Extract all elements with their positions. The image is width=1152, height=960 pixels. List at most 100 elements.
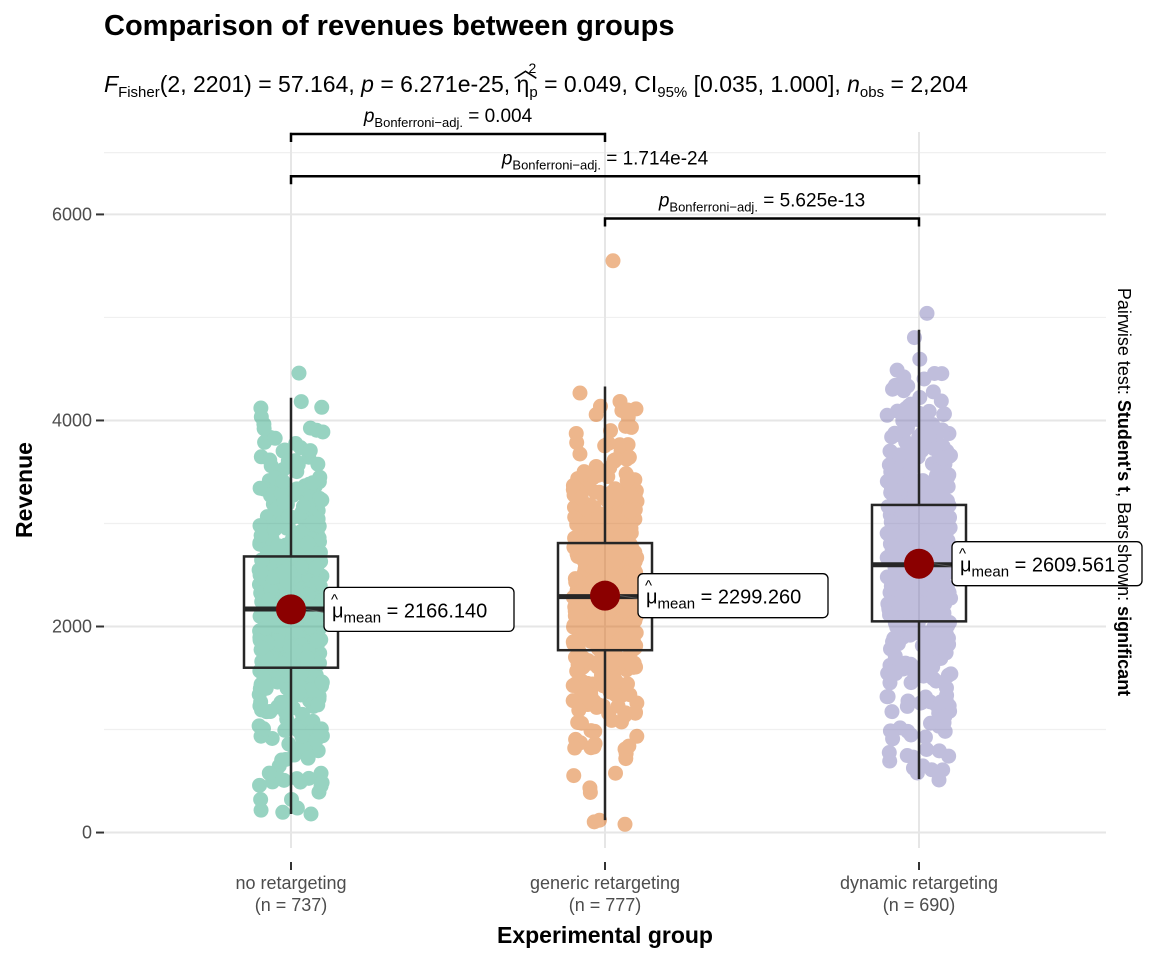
scatter-point bbox=[620, 409, 636, 425]
scatter-point bbox=[298, 495, 314, 511]
scatter-point bbox=[887, 615, 903, 631]
scatter-point bbox=[593, 610, 609, 626]
scatter-point bbox=[310, 565, 326, 581]
scatter-point bbox=[615, 516, 631, 532]
scatter-point bbox=[569, 632, 585, 648]
scatter-point bbox=[308, 536, 324, 552]
scatter-point bbox=[310, 650, 326, 666]
scatter-point bbox=[282, 679, 298, 695]
scatter-point bbox=[569, 605, 585, 621]
scatter-point bbox=[269, 501, 285, 517]
side-caption-part3: , Bars shown: bbox=[1114, 492, 1134, 606]
scatter-point bbox=[253, 676, 269, 692]
scatter-point bbox=[277, 722, 293, 738]
scatter-point bbox=[897, 458, 913, 474]
scatter-point bbox=[295, 530, 311, 546]
scatter-point bbox=[575, 528, 591, 544]
scatter-point bbox=[579, 501, 595, 517]
scatter-point bbox=[290, 481, 306, 497]
scatter-point bbox=[311, 688, 327, 704]
scatter-point bbox=[897, 514, 913, 530]
scatter-point bbox=[931, 518, 947, 534]
scatter-point bbox=[271, 543, 287, 559]
scatter-point bbox=[919, 592, 935, 608]
scatter-point bbox=[295, 737, 311, 753]
scatter-point bbox=[313, 632, 329, 648]
scatter-point bbox=[572, 385, 588, 401]
scatter-point bbox=[942, 520, 958, 536]
mean-value: = 2166.140 bbox=[381, 600, 487, 622]
scatter-point bbox=[884, 534, 900, 550]
scatter-point bbox=[576, 564, 592, 580]
scatter-point bbox=[290, 722, 306, 738]
scatter-point bbox=[252, 681, 268, 697]
scatter-point bbox=[296, 625, 312, 641]
scatter-point bbox=[274, 697, 290, 713]
scatter-point bbox=[618, 601, 634, 617]
scatter-point bbox=[896, 595, 912, 611]
scatter-point bbox=[314, 728, 330, 744]
scatter-point bbox=[254, 588, 270, 604]
scatter-point bbox=[282, 563, 298, 579]
scatter-point bbox=[296, 487, 312, 503]
scatter-point bbox=[281, 736, 297, 752]
scatter-point bbox=[592, 541, 608, 557]
scatter-point bbox=[901, 505, 917, 521]
scatter-point bbox=[605, 614, 621, 630]
scatter-point bbox=[267, 522, 283, 538]
scatter-point bbox=[903, 462, 919, 478]
scatter-point bbox=[605, 514, 621, 530]
scatter-point bbox=[311, 530, 327, 546]
scatter-point bbox=[273, 486, 289, 502]
scatter-point bbox=[898, 603, 914, 619]
scatter-point bbox=[924, 577, 940, 593]
scatter-point bbox=[613, 507, 629, 523]
scatter-point bbox=[271, 699, 287, 715]
scatter-point bbox=[251, 718, 267, 734]
scatter-point bbox=[297, 586, 313, 602]
scatter-point bbox=[263, 535, 279, 551]
scatter-point bbox=[622, 624, 638, 640]
scatter-point bbox=[595, 698, 611, 714]
scatter-point bbox=[926, 645, 942, 661]
scatter-point bbox=[570, 482, 586, 498]
scatter-point bbox=[879, 525, 895, 541]
scatter-point bbox=[253, 449, 269, 465]
scatter-point bbox=[303, 639, 319, 655]
scatter-point bbox=[882, 753, 898, 769]
scatter-point bbox=[892, 539, 908, 555]
scatter-point bbox=[574, 470, 590, 486]
scatter-point bbox=[270, 559, 286, 575]
scatter-point bbox=[904, 615, 920, 631]
scatter-point bbox=[629, 728, 645, 744]
scatter-point bbox=[577, 522, 593, 538]
scatter-point bbox=[252, 567, 268, 583]
scatter-point bbox=[925, 636, 941, 652]
scatter-point bbox=[912, 512, 928, 528]
scatter-point bbox=[627, 486, 643, 502]
scatter-point bbox=[294, 738, 310, 754]
scatter-point bbox=[619, 473, 635, 489]
mean-point bbox=[276, 594, 306, 625]
scatter-point bbox=[277, 627, 293, 643]
scatter-point bbox=[610, 698, 626, 714]
scatter-point bbox=[622, 536, 638, 552]
scatter-point bbox=[583, 723, 599, 739]
scatter-point bbox=[294, 581, 310, 597]
scatter-point bbox=[301, 449, 317, 465]
scatter-point bbox=[275, 443, 291, 459]
scatter-point bbox=[891, 514, 907, 530]
scatter-point bbox=[289, 771, 305, 787]
scatter-point bbox=[917, 531, 933, 547]
scatter-point bbox=[901, 590, 917, 606]
scatter-point bbox=[308, 547, 324, 563]
scatter-point bbox=[884, 704, 900, 720]
scatter-point bbox=[933, 544, 949, 560]
scatter-point bbox=[624, 606, 640, 622]
scatter-point bbox=[591, 812, 607, 828]
scatter-point bbox=[267, 642, 283, 658]
scatter-point bbox=[942, 703, 958, 719]
scatter-point bbox=[626, 546, 642, 562]
scatter-point bbox=[285, 525, 301, 541]
